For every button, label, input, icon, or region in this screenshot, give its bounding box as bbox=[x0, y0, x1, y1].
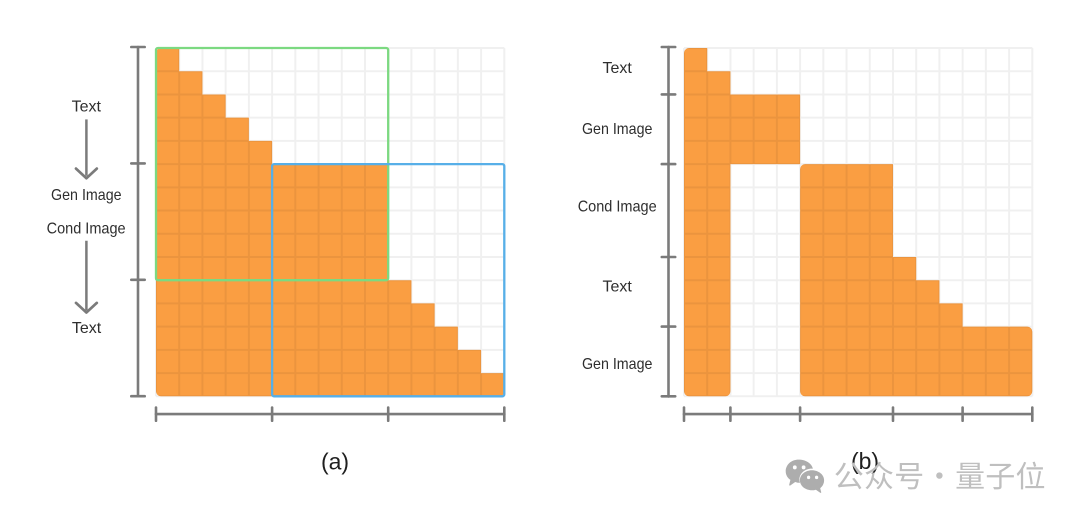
svg-text:Cond Image: Cond Image bbox=[47, 220, 126, 237]
svg-text:Text: Text bbox=[72, 320, 102, 337]
svg-text:Gen Image: Gen Image bbox=[51, 187, 122, 204]
svg-text:Gen Image: Gen Image bbox=[582, 356, 653, 373]
svg-text:Gen Image: Gen Image bbox=[582, 121, 653, 138]
svg-text:Text: Text bbox=[603, 279, 633, 296]
svg-text:Text: Text bbox=[603, 60, 633, 77]
svg-text:Text: Text bbox=[72, 99, 102, 116]
svg-text:(a): (a) bbox=[321, 449, 349, 475]
svg-text:Cond Image: Cond Image bbox=[578, 198, 657, 215]
svg-text:(b): (b) bbox=[851, 448, 879, 474]
